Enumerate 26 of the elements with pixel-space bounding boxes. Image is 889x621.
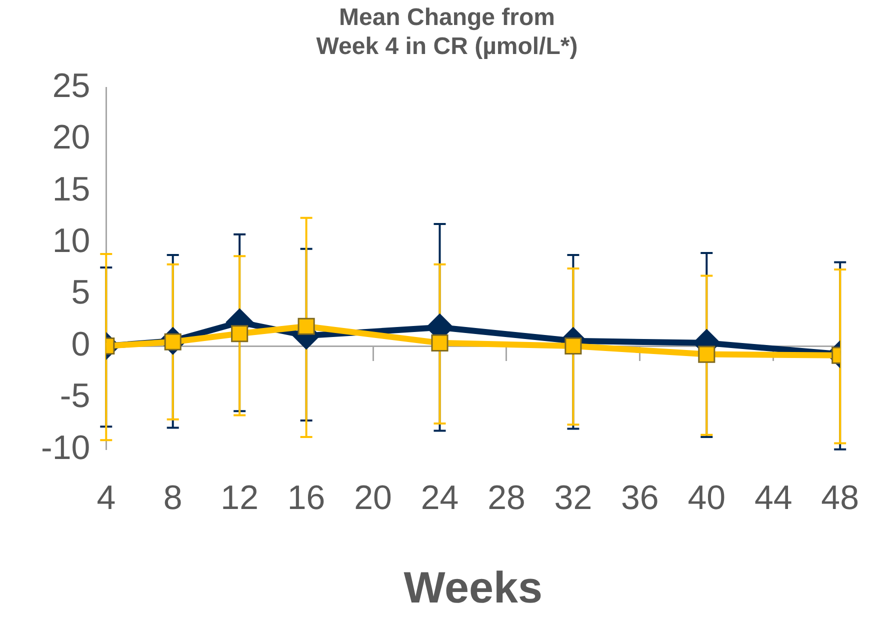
y-tick-label: 10 xyxy=(52,222,90,260)
x-tick-label: 32 xyxy=(554,479,592,518)
y-tick-label: 0 xyxy=(71,325,90,364)
x-tick-label: 40 xyxy=(688,479,726,518)
y-tick-label: -5 xyxy=(60,377,90,416)
y-tick-label: 5 xyxy=(71,274,90,312)
point xyxy=(231,325,248,342)
chart-title: Mean Change from Week 4 in CR (µmol/L*) xyxy=(316,4,578,60)
x-tick-label: 48 xyxy=(821,479,860,518)
y-tick-label: 20 xyxy=(52,118,90,157)
x-tick-label: 44 xyxy=(754,479,792,518)
x-tick-label: 16 xyxy=(287,479,326,518)
x-tick-label: 8 xyxy=(163,479,182,518)
y-tick-label: 25 xyxy=(52,66,90,105)
x-tick-label: 28 xyxy=(488,479,526,518)
point xyxy=(698,346,716,363)
x-tick-label: 36 xyxy=(621,479,659,518)
y-tick-label: -10 xyxy=(41,428,90,467)
point xyxy=(431,334,448,352)
x-tick-label: 24 xyxy=(420,479,459,518)
x-tick-label: 12 xyxy=(220,479,258,518)
y-tick-label: 15 xyxy=(52,170,90,208)
x-axis-title: Weeks xyxy=(404,564,542,613)
x-tick-label: 20 xyxy=(354,479,392,518)
x-tick-label: 4 xyxy=(96,479,116,518)
point xyxy=(298,318,315,335)
